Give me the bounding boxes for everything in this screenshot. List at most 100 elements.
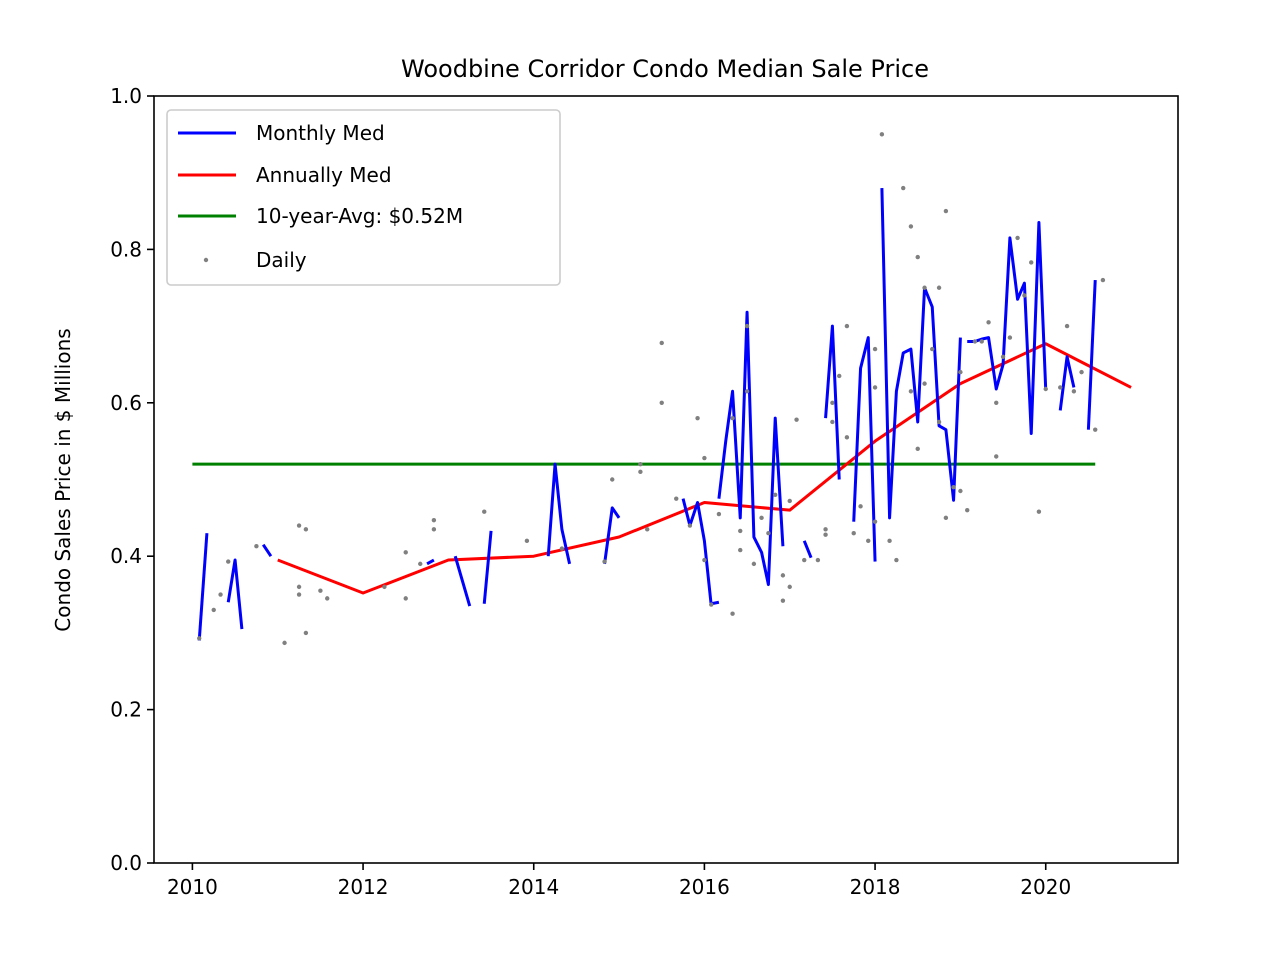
daily-point	[226, 559, 231, 564]
x-axis: 2010 2012 2014 2016 2018 2020	[167, 863, 1071, 899]
monthly-series	[197, 188, 1097, 641]
daily-point	[318, 588, 323, 593]
y-tick-label: 1.0	[110, 84, 142, 108]
daily-point	[709, 602, 714, 607]
daily-point	[851, 530, 856, 536]
daily-point	[879, 132, 885, 137]
daily-point	[254, 544, 259, 549]
y-tick-label: 0.0	[110, 851, 142, 875]
x-tick-label: 2016	[679, 875, 730, 899]
daily-point	[773, 492, 778, 498]
monthly-segment	[603, 506, 621, 565]
daily-point	[958, 369, 963, 375]
daily-point	[1093, 427, 1098, 432]
daily-point	[1079, 369, 1084, 375]
legend: Monthly Med Annually Med 10-year-Avg: $0…	[166, 109, 561, 286]
monthly-segment	[880, 188, 962, 520]
daily-point	[1058, 385, 1063, 390]
daily-point	[1043, 386, 1048, 392]
monthly-segment	[546, 462, 572, 565]
axes-frame	[153, 95, 1179, 864]
daily-point	[1007, 335, 1013, 340]
monthly-segment	[717, 310, 785, 587]
daily-point	[716, 511, 722, 517]
daily-point	[282, 640, 287, 646]
daily-point	[325, 596, 330, 601]
daily-point	[730, 415, 735, 421]
daily-point	[837, 373, 842, 379]
daily-point	[794, 417, 799, 422]
annual-series	[277, 342, 1132, 595]
daily-point	[303, 630, 309, 636]
daily-point	[908, 224, 914, 229]
daily-point	[887, 538, 892, 544]
daily-point	[866, 538, 871, 544]
daily-point	[211, 607, 216, 613]
daily-point	[894, 557, 899, 563]
monthly-segment	[426, 558, 435, 566]
x-tick-label: 2020	[1020, 875, 1071, 899]
daily-point	[994, 454, 999, 459]
daily-point	[951, 484, 956, 490]
daily-point	[1022, 293, 1027, 298]
daily-point	[823, 527, 828, 532]
daily-point	[787, 498, 792, 504]
legend-annual-label: Annually Med	[256, 163, 392, 187]
daily-point	[695, 415, 700, 421]
daily-point	[936, 419, 942, 425]
monthly-segment	[1086, 280, 1097, 430]
daily-point	[197, 636, 202, 641]
daily-point	[645, 527, 650, 532]
daily-point	[602, 559, 607, 564]
daily-point	[403, 596, 408, 601]
daily-point	[780, 598, 786, 603]
daily-point	[943, 515, 949, 521]
daily-point	[915, 446, 920, 452]
legend-daily-label: Daily	[256, 248, 307, 272]
daily-point	[1100, 277, 1106, 283]
daily-point	[431, 517, 437, 523]
legend-box	[166, 109, 561, 286]
daily-point	[524, 538, 530, 544]
x-tick-label: 2018	[850, 875, 901, 899]
daily-point	[844, 435, 850, 440]
daily-point	[872, 519, 878, 524]
daily-point	[979, 339, 984, 344]
monthly-segment	[824, 324, 841, 480]
daily-point	[418, 561, 423, 567]
legend-monthly-label: Monthly Med	[256, 121, 385, 145]
daily-point	[1000, 354, 1006, 359]
y-tick-label: 0.8	[110, 237, 142, 261]
annual-line	[277, 342, 1132, 595]
daily-point	[830, 400, 835, 405]
daily-point	[1029, 260, 1034, 265]
y-tick-label: 0.2	[110, 698, 142, 722]
daily-point	[908, 389, 914, 394]
daily-point	[638, 461, 643, 467]
legend-daily-swatch	[203, 257, 209, 263]
daily-point	[702, 557, 707, 563]
daily-point	[901, 185, 906, 191]
monthly-segment	[453, 555, 472, 607]
daily-point	[744, 323, 750, 329]
daily-point	[936, 285, 942, 290]
daily-point	[915, 254, 920, 260]
y-axis: 0.0 0.2 0.4 0.6 0.8 1.0	[110, 84, 154, 875]
daily-point	[1064, 323, 1070, 329]
daily-point	[303, 527, 309, 532]
monthly-segment	[802, 540, 813, 559]
monthly-segment	[1058, 355, 1076, 411]
daily-point	[986, 320, 991, 325]
daily-point	[922, 285, 927, 290]
daily-point	[1036, 509, 1042, 514]
plot-area	[192, 132, 1132, 646]
daily-point	[872, 385, 878, 390]
monthly-segment	[226, 558, 244, 630]
x-tick-label: 2014	[508, 875, 559, 899]
monthly-segment	[482, 530, 493, 604]
daily-point	[1071, 389, 1077, 394]
daily-point	[759, 515, 764, 521]
x-tick-label: 2010	[167, 875, 218, 899]
daily-point	[872, 346, 878, 352]
daily-point	[787, 584, 792, 590]
